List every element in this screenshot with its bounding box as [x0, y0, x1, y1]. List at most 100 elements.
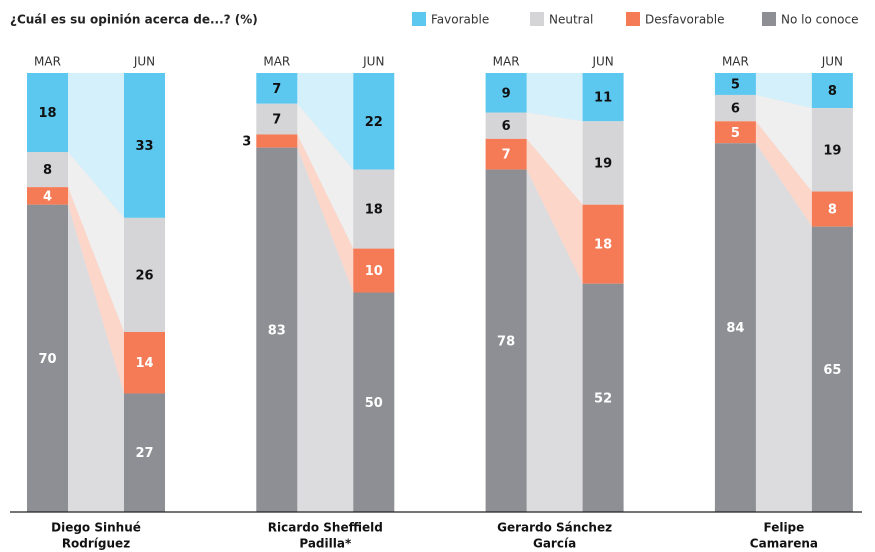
link	[526, 138, 583, 284]
bar-segment	[714, 143, 756, 513]
category-label: Padilla*	[299, 537, 352, 551]
value-label: 8	[828, 84, 837, 99]
period-label: JUN	[591, 55, 613, 69]
bar-segment	[485, 112, 527, 139]
link	[526, 112, 583, 205]
link	[297, 103, 354, 249]
legend-swatch	[412, 12, 426, 26]
period-label: MAR	[493, 55, 520, 69]
category-label: Gerardo Sánchez	[497, 521, 612, 535]
period-label: JUN	[362, 55, 384, 69]
link	[68, 187, 124, 394]
value-label: 18	[38, 106, 56, 121]
link	[526, 169, 583, 512]
value-label: 78	[497, 334, 515, 349]
value-label: 33	[135, 139, 153, 154]
legend-label: Neutral	[549, 13, 593, 27]
bar-segment	[582, 73, 624, 122]
category-label: García	[533, 537, 576, 551]
period-label: JUN	[133, 55, 155, 69]
bar-segment	[124, 393, 165, 512]
category-label: Rodríguez	[62, 537, 130, 551]
value-label: 26	[135, 268, 153, 283]
bar-segment	[27, 152, 68, 188]
legend-swatch	[626, 12, 640, 26]
bar-segment	[582, 283, 624, 512]
period-label: MAR	[722, 55, 749, 69]
bar-segment	[714, 94, 756, 122]
value-label: 8	[828, 203, 837, 218]
bar-segment	[256, 103, 298, 135]
bar-segment	[256, 147, 298, 512]
value-label: 84	[726, 321, 744, 336]
value-label: 7	[272, 113, 281, 128]
bar-segment	[124, 332, 165, 394]
link	[68, 204, 124, 512]
bar-segment	[811, 108, 853, 192]
link	[297, 134, 354, 293]
bar-segment	[27, 73, 68, 153]
value-label: 11	[594, 91, 612, 106]
bar-segment	[811, 191, 853, 227]
bar-segment	[256, 73, 298, 104]
period-label: MAR	[263, 55, 290, 69]
bar-segment	[256, 134, 298, 148]
link	[297, 73, 354, 170]
bar-segment	[811, 73, 853, 109]
value-label: 70	[38, 352, 56, 367]
link	[755, 143, 812, 513]
value-label: 6	[502, 119, 511, 134]
link	[68, 73, 124, 218]
value-label: 14	[135, 356, 153, 371]
value-label: 4	[43, 189, 52, 204]
legend-label: No lo conoce	[781, 13, 859, 27]
value-label: 9	[502, 86, 511, 101]
bar-segment	[582, 204, 624, 284]
bar-segment	[353, 248, 395, 293]
value-label: 6	[731, 102, 740, 117]
value-label: 5	[731, 126, 740, 141]
period-label: JUN	[821, 55, 843, 69]
bar-segment	[353, 169, 395, 249]
legend-swatch	[530, 12, 544, 26]
category-label: Felipe	[763, 521, 804, 535]
value-label: 19	[823, 143, 841, 158]
link	[68, 152, 124, 333]
category-label: Diego Sinhué	[51, 521, 141, 535]
bar-segment	[485, 138, 527, 170]
bar-segment	[714, 121, 756, 144]
value-label: 18	[594, 238, 612, 253]
bar-segment	[582, 121, 624, 205]
legend-label: Favorable	[431, 13, 489, 27]
link	[297, 147, 354, 512]
value-label: 5	[731, 77, 740, 92]
value-label: 27	[135, 446, 153, 461]
value-label: 8	[43, 163, 52, 178]
value-label: 19	[594, 156, 612, 171]
category-label: Ricardo Sheffield	[268, 521, 383, 535]
bar-segment	[124, 217, 165, 333]
value-label: 83	[268, 323, 286, 338]
bar-segment	[27, 204, 68, 512]
bar-segment	[353, 292, 395, 512]
bar-segment	[811, 226, 853, 512]
value-label: 10	[365, 264, 383, 279]
link	[755, 73, 812, 109]
legend-swatch	[762, 12, 776, 26]
bar-segment	[714, 73, 756, 95]
value-label: 50	[365, 396, 383, 411]
link	[755, 121, 812, 227]
value-label: 7	[502, 148, 511, 163]
chart-title: ¿Cuál es su opinión acerca de...? (%)	[10, 13, 258, 27]
bar-segment	[485, 73, 527, 113]
bar-segment	[124, 73, 165, 218]
bar-segment	[27, 187, 68, 205]
value-label: 3	[242, 135, 251, 150]
bar-segment	[353, 73, 395, 170]
value-label: 18	[365, 203, 383, 218]
bar-segment	[485, 169, 527, 512]
link	[755, 94, 812, 192]
value-label: 7	[272, 82, 281, 97]
period-label: MAR	[34, 55, 61, 69]
link	[526, 73, 583, 122]
